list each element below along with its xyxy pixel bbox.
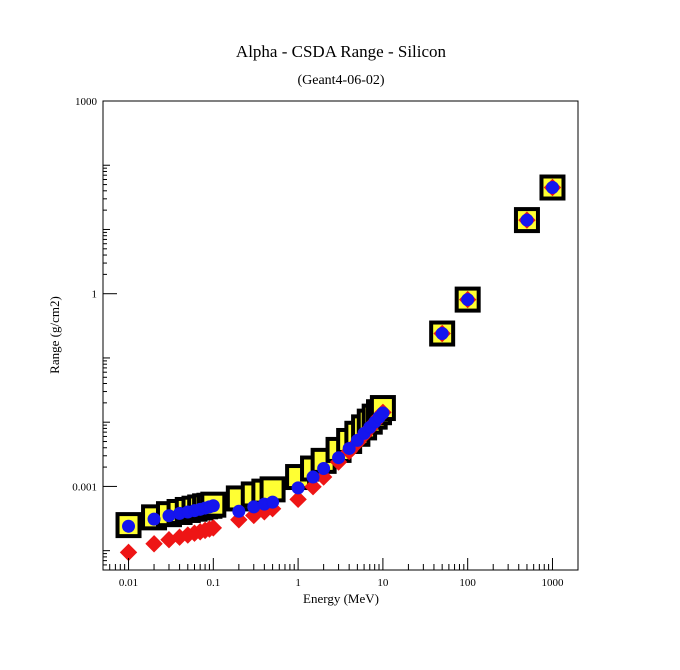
point-circle	[332, 451, 346, 465]
y-tick-label: 1000	[75, 96, 98, 108]
x-tick-label: 1000	[541, 577, 564, 589]
point-circle	[376, 406, 390, 420]
point-circle	[122, 519, 136, 533]
x-tick-label: 0.01	[119, 577, 138, 589]
series-square	[115, 174, 566, 539]
chart-subtitle: (Geant4-06-02)	[297, 73, 384, 88]
x-tick-label: 10	[377, 577, 389, 589]
x-tick-label: 0.1	[206, 577, 220, 589]
point-circle	[266, 495, 280, 509]
point-circle	[435, 327, 449, 341]
point-diamond	[289, 490, 307, 509]
y-axis-label: Range (g/cm2)	[47, 296, 62, 374]
series-circle	[122, 181, 559, 533]
x-tick-label: 100	[459, 577, 476, 589]
point-circle	[545, 181, 559, 195]
y-tick-label: 0.001	[72, 481, 97, 493]
series-layer	[115, 174, 566, 562]
plot-frame	[102, 100, 579, 571]
x-tick-label: 1	[295, 577, 301, 589]
point-circle	[206, 499, 220, 513]
point-circle	[342, 441, 356, 455]
chart-title: Alpha - CSDA Range - Silicon	[236, 42, 447, 61]
x-axis-label: Energy (MeV)	[303, 591, 379, 606]
axis-layer: 0.01 0.1 1 10 100 1000 0.001 1 1000	[72, 96, 579, 589]
point-circle	[232, 504, 246, 518]
point-circle	[147, 512, 161, 526]
point-circle	[306, 470, 320, 484]
point-diamond	[145, 535, 163, 553]
point-diamond	[119, 543, 138, 562]
point-circle	[317, 462, 331, 476]
point-circle	[291, 481, 305, 495]
point-circle	[520, 213, 534, 227]
point-diamond	[304, 477, 322, 496]
point-diamond	[204, 519, 223, 537]
y-tick-label: 1	[92, 289, 98, 301]
point-circle	[162, 509, 176, 523]
point-circle	[461, 293, 475, 307]
point-circle	[247, 500, 261, 514]
